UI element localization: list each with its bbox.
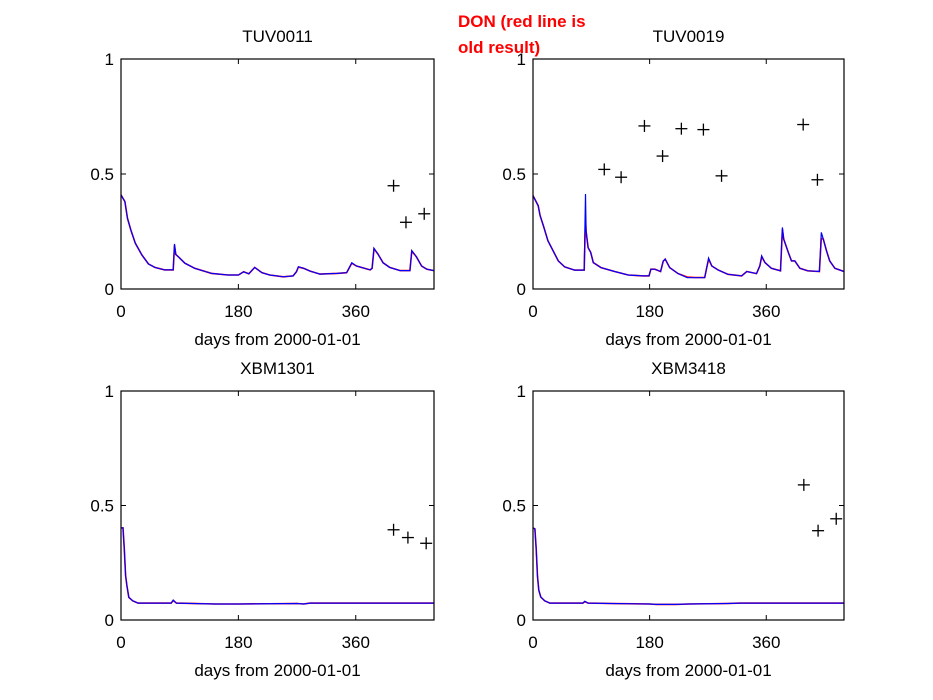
y-tick-label: 0 — [517, 280, 526, 299]
observation-marker — [420, 537, 433, 550]
x-tick-label: 0 — [116, 302, 125, 321]
x-tick-label: 0 — [528, 302, 537, 321]
subplot-title: TUV0019 — [653, 27, 725, 46]
observation-marker — [811, 173, 824, 186]
x-tick-label: 180 — [635, 633, 663, 652]
axes-box — [532, 390, 845, 621]
old-result-line — [121, 527, 434, 605]
y-tick-label: 0.5 — [90, 497, 114, 516]
x-tick-label: 180 — [224, 302, 252, 321]
observation-marker — [401, 531, 414, 544]
figure-note-line-1: DON (red line is — [458, 12, 586, 31]
y-tick-label: 0 — [105, 611, 114, 630]
x-tick-label: 360 — [342, 633, 370, 652]
subplot-2: TUV0019 0 180 360 0 0.5 1 days from 2000-01-01 — [502, 27, 845, 349]
observation-marker — [797, 118, 810, 131]
axes-box — [120, 58, 435, 290]
observation-marker — [387, 523, 400, 536]
observation-marker — [715, 169, 728, 182]
y-tick-label: 0 — [105, 280, 114, 299]
x-axis-label: days from 2000-01-01 — [605, 661, 771, 680]
axes-box — [120, 390, 435, 621]
x-tick-label: 360 — [342, 302, 370, 321]
subplot-3: XBM1301 0 180 360 0 0.5 1 days from 2000-01-01 — [90, 359, 435, 680]
figure-note-line-2: old result) — [458, 38, 541, 57]
old-result-line — [532, 527, 844, 606]
x-tick-label: 0 — [528, 633, 537, 652]
y-tick-label: 0.5 — [90, 165, 114, 184]
figure-note: DON (red line is old result) — [458, 9, 586, 61]
y-tick-label: 1 — [517, 382, 526, 401]
subplot-title: XBM3418 — [651, 359, 726, 378]
axes-box — [532, 58, 845, 290]
observation-marker — [697, 123, 710, 136]
observation-marker — [598, 163, 611, 176]
observation-marker — [387, 179, 400, 192]
observation-marker — [656, 150, 669, 163]
y-tick-label: 1 — [105, 382, 114, 401]
observation-marker — [399, 216, 412, 229]
observation-marker — [797, 478, 810, 491]
observation-marker — [615, 171, 628, 184]
observation-marker — [812, 524, 825, 537]
x-axis-label: days from 2000-01-01 — [194, 661, 360, 680]
x-tick-label: 180 — [224, 633, 252, 652]
y-tick-label: 0 — [517, 611, 526, 630]
y-tick-label: 0.5 — [502, 497, 526, 516]
observation-marker — [418, 207, 431, 220]
old-result-line — [120, 194, 435, 278]
x-axis-label: days from 2000-01-01 — [194, 330, 360, 349]
y-tick-label: 1 — [517, 50, 526, 69]
x-tick-label: 360 — [752, 302, 780, 321]
subplot-1: TUV0011 0 180 360 0 0.5 1 days from 2000-01-01 — [90, 27, 435, 349]
x-tick-label: 0 — [116, 633, 125, 652]
new-result-line — [120, 194, 435, 278]
x-tick-label: 360 — [752, 633, 780, 652]
new-result-line — [532, 193, 845, 279]
y-tick-label: 0.5 — [502, 165, 526, 184]
y-tick-label: 1 — [105, 50, 114, 69]
new-result-line — [121, 527, 434, 605]
observation-marker — [638, 119, 651, 132]
subplot-title: XBM1301 — [240, 359, 315, 378]
subplot-4: XBM3418 0 180 360 0 0.5 1 days from 2000-01-01 — [502, 359, 845, 680]
new-result-line — [532, 527, 844, 605]
observation-marker — [675, 122, 688, 135]
observation-marker — [830, 512, 843, 525]
subplot-title: TUV0011 — [242, 27, 313, 46]
x-tick-label: 180 — [635, 302, 663, 321]
x-axis-label: days from 2000-01-01 — [605, 330, 771, 349]
